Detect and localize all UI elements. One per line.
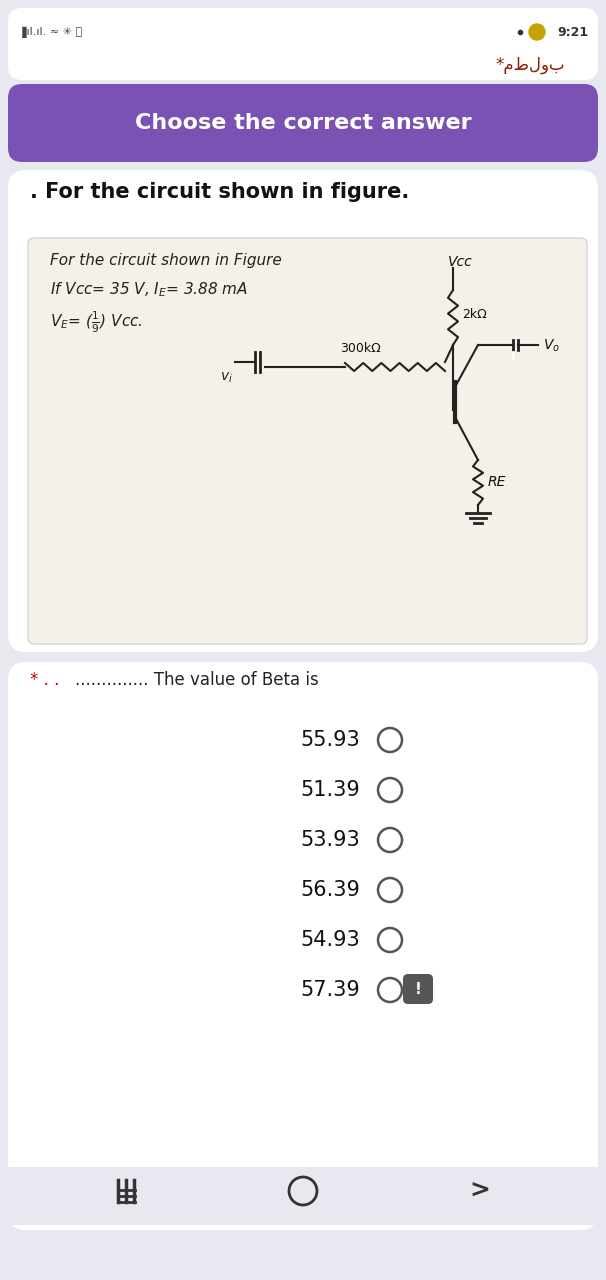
Text: O: O — [533, 27, 541, 37]
Text: $V_o$: $V_o$ — [543, 338, 560, 355]
FancyBboxPatch shape — [8, 1167, 598, 1225]
Circle shape — [529, 24, 545, 40]
FancyBboxPatch shape — [8, 170, 598, 652]
Text: 57.39: 57.39 — [300, 980, 360, 1000]
Text: * . .: * . . — [30, 671, 65, 689]
Text: 2kΩ: 2kΩ — [462, 308, 487, 321]
Text: 55.93: 55.93 — [300, 730, 360, 750]
Text: 56.39: 56.39 — [300, 881, 360, 900]
FancyBboxPatch shape — [28, 238, 587, 644]
Text: If Vcc= 35 V, $I_E$= 3.88 mA: If Vcc= 35 V, $I_E$= 3.88 mA — [50, 280, 248, 300]
Text: 51.39: 51.39 — [300, 780, 360, 800]
Text: For the circuit shown in Figure: For the circuit shown in Figure — [50, 252, 282, 268]
Text: 53.93: 53.93 — [300, 829, 360, 850]
Text: 9:21: 9:21 — [557, 26, 588, 38]
Text: $v_i$: $v_i$ — [220, 371, 233, 385]
FancyBboxPatch shape — [8, 8, 598, 79]
FancyBboxPatch shape — [403, 974, 433, 1004]
Text: Choose the correct answer: Choose the correct answer — [135, 113, 471, 133]
Text: .............. The value of Beta is: .............. The value of Beta is — [75, 671, 319, 689]
Text: 300kΩ: 300kΩ — [340, 342, 381, 355]
Text: 54.93: 54.93 — [300, 931, 360, 950]
Text: . For the circuit shown in figure.: . For the circuit shown in figure. — [30, 182, 409, 202]
Text: $V_E$= ($\frac{1}{9}$) Vcc.: $V_E$= ($\frac{1}{9}$) Vcc. — [50, 310, 143, 335]
Text: ▐ıl.ıl. ≈ ✳ ⏰: ▐ıl.ıl. ≈ ✳ ⏰ — [18, 27, 82, 37]
Text: >: > — [470, 1179, 490, 1203]
Text: !: ! — [415, 982, 421, 997]
Text: Vcc: Vcc — [448, 255, 473, 269]
FancyBboxPatch shape — [8, 84, 598, 163]
Text: *مطلوب: *مطلوب — [495, 56, 565, 74]
FancyBboxPatch shape — [8, 662, 598, 1230]
Text: RE: RE — [488, 475, 507, 489]
